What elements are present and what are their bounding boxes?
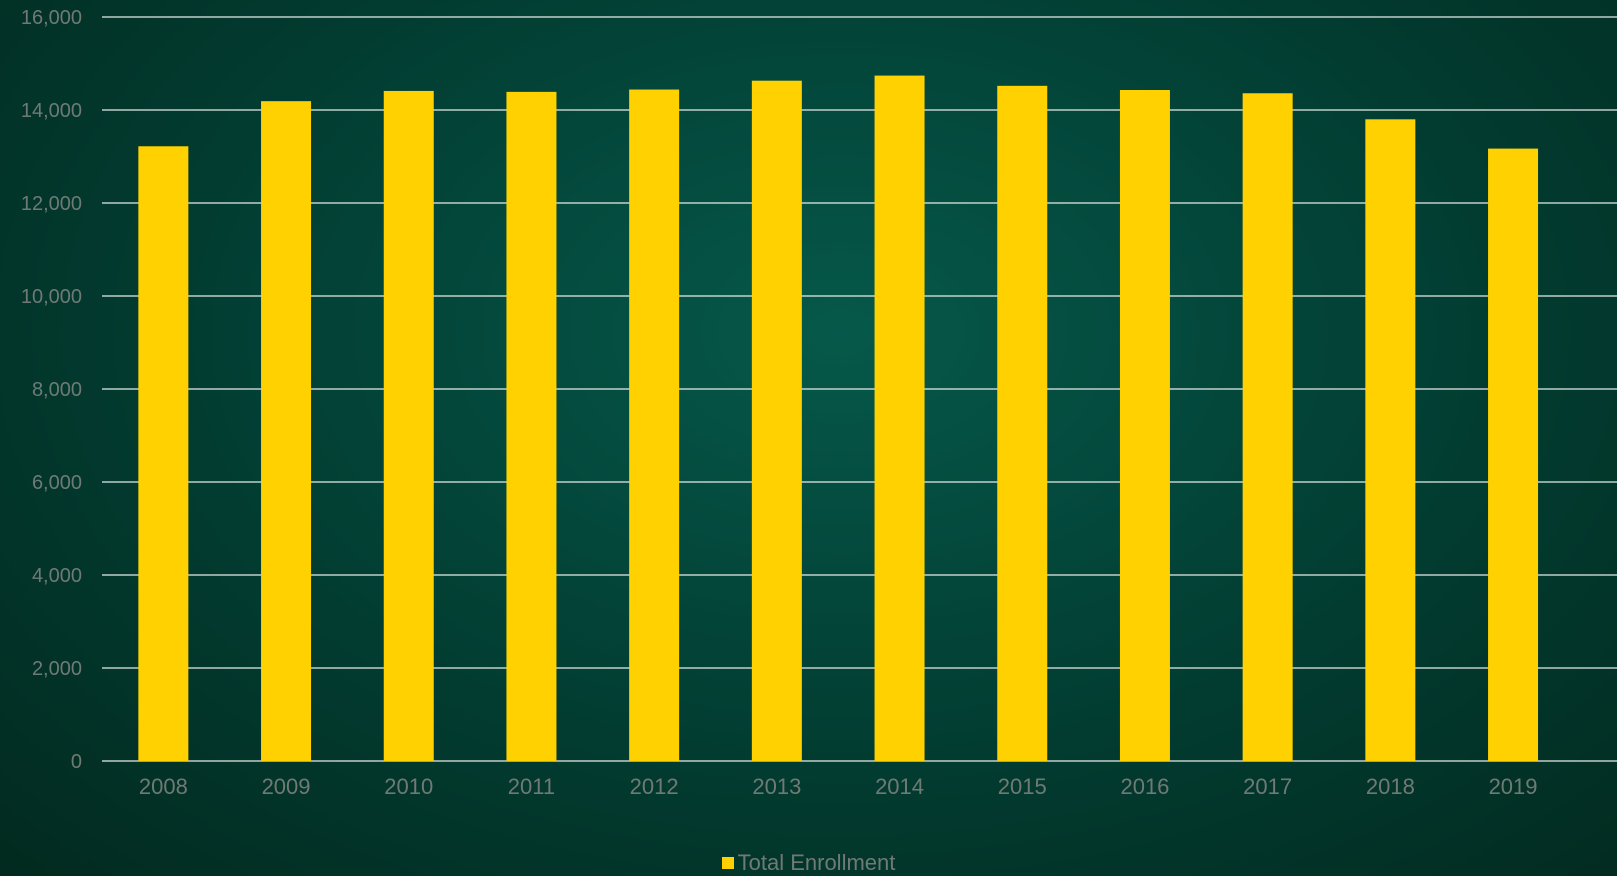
x-tick-label: 2019 [1489, 774, 1538, 799]
y-axis: 0 2,000 4,000 6,000 8,000 10,000 12,000 14,000 1… [21, 7, 82, 773]
x-tick-label: 2012 [630, 774, 679, 799]
bar [506, 91, 557, 762]
bar [138, 146, 189, 761]
x-tick-label: 2011 [508, 774, 555, 799]
bar [874, 75, 925, 762]
x-tick-label: 2015 [998, 774, 1047, 799]
bars [138, 75, 1539, 762]
y-tick-label: 4,000 [32, 565, 82, 587]
x-tick-label: 2017 [1243, 774, 1292, 799]
y-tick-label: 8,000 [32, 379, 82, 401]
x-tick-label: 2009 [262, 774, 311, 799]
x-tick-label: 2014 [875, 774, 924, 799]
bar [751, 80, 802, 761]
y-tick-label: 10,000 [21, 286, 82, 308]
x-tick-label: 2010 [384, 774, 433, 799]
x-tick-label: 2008 [139, 774, 188, 799]
legend-label: Total Enrollment [737, 850, 896, 875]
bar [1365, 119, 1416, 762]
bar [997, 85, 1048, 761]
bar [1488, 148, 1539, 762]
gridlines [102, 16, 1617, 762]
x-tick-label: 2016 [1120, 774, 1169, 799]
y-tick-label: 16,000 [21, 7, 82, 29]
bar [383, 90, 434, 761]
x-tick-label: 2018 [1366, 774, 1415, 799]
bar [1119, 90, 1170, 761]
y-tick-label: 2,000 [32, 658, 82, 680]
y-tick-label: 6,000 [32, 472, 82, 494]
y-tick-label: 12,000 [21, 193, 82, 215]
legend: Total Enrollment [0, 850, 1617, 876]
x-tick-label: 2013 [752, 774, 801, 799]
y-tick-label: 0 [71, 751, 82, 773]
legend-swatch [721, 857, 734, 869]
x-axis: 2008 2009 2010 2011 2012 2013 2014 2015 2016 2017… [139, 774, 1538, 799]
bar [1242, 93, 1293, 761]
bar [629, 89, 680, 762]
bar [261, 101, 312, 762]
y-tick-label: 14,000 [21, 100, 82, 122]
